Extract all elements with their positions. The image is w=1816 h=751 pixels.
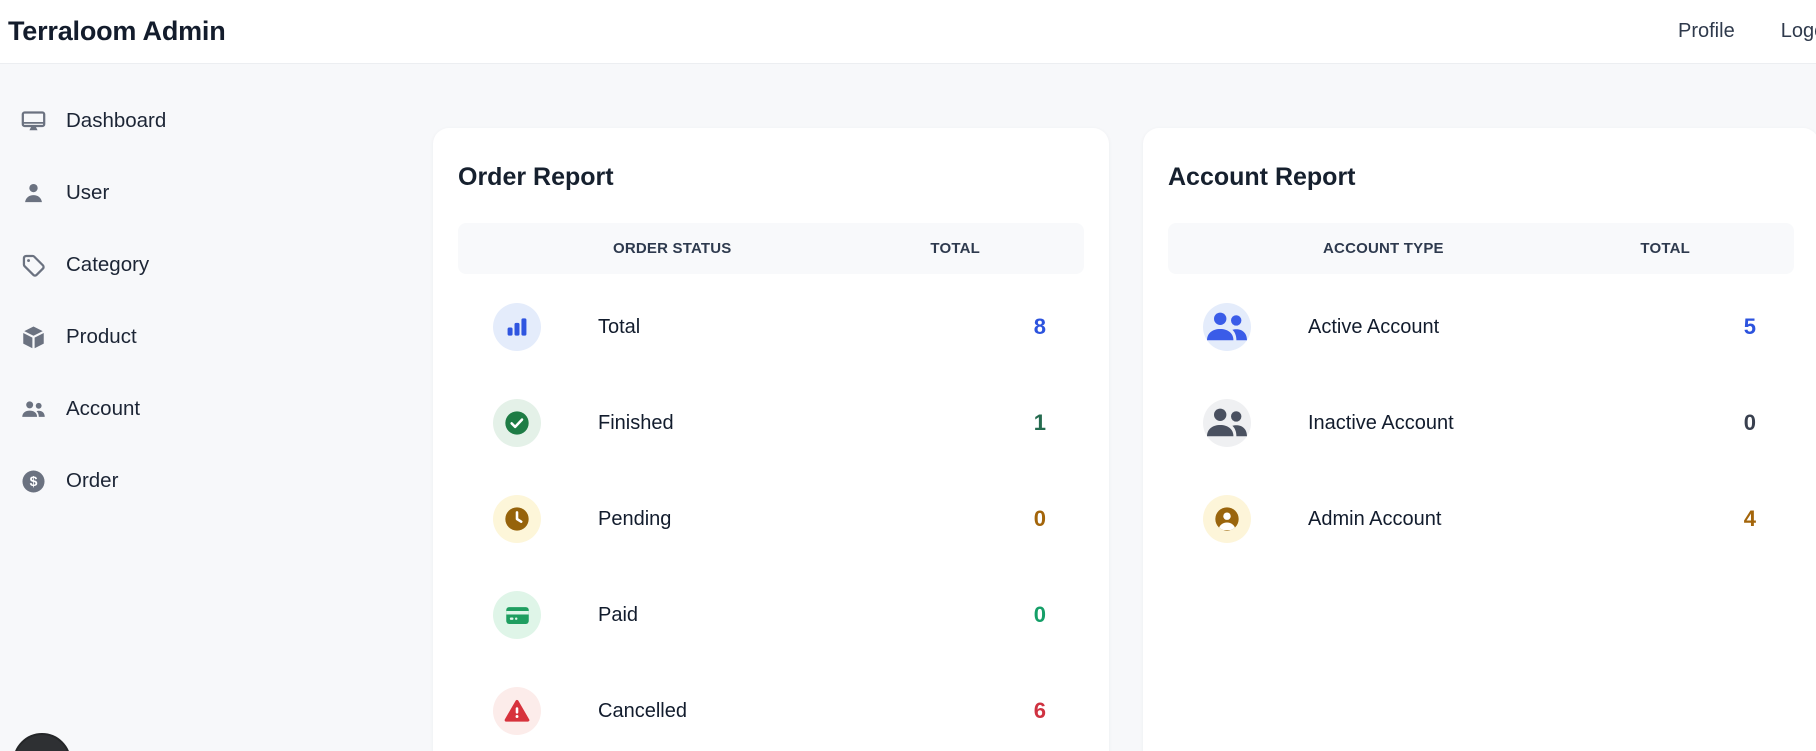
table-row: Active Account 5: [1168, 279, 1794, 375]
top-nav: Profile Logout: [1678, 0, 1816, 63]
row-value: 1: [1033, 410, 1046, 435]
row-label: Paid: [598, 603, 639, 626]
row-label: Inactive Account: [1308, 411, 1454, 434]
profile-link[interactable]: Profile: [1678, 20, 1735, 42]
row-value: 4: [1743, 506, 1756, 531]
check-circle-icon: [493, 399, 541, 447]
sidebar-item-order[interactable]: $ Order: [0, 445, 380, 517]
bar-chart-icon: [493, 303, 541, 351]
column-header-account-type: ACCOUNT TYPE: [1323, 240, 1444, 257]
sidebar-item-dashboard[interactable]: Dashboard: [0, 85, 380, 157]
table-row: Total 8: [458, 279, 1084, 375]
column-header-order-status: ORDER STATUS: [613, 240, 732, 257]
order-table-rows: Total 8 Finished 1 Pending 0 Paid 0 Canc…: [458, 279, 1084, 751]
tag-icon: [20, 252, 47, 279]
svg-text:$: $: [30, 473, 38, 489]
row-label: Total: [598, 315, 641, 338]
table-row: Admin Account 4: [1168, 471, 1794, 567]
account-report-card: Account Report ACCOUNT TYPE TOTAL Active…: [1143, 128, 1816, 751]
row-label: Pending: [598, 507, 672, 530]
logout-link[interactable]: Logout: [1780, 20, 1816, 42]
row-value: 6: [1033, 698, 1046, 723]
sidebar-item-category[interactable]: Category: [0, 229, 380, 301]
person-icon: [20, 180, 47, 207]
order-report-title: Order Report: [458, 163, 614, 191]
cube-icon: [20, 324, 47, 351]
app-title: Terraloom Admin: [8, 16, 226, 46]
people-icon: [1203, 303, 1251, 351]
account-report-title: Account Report: [1168, 163, 1356, 191]
column-header-total: TOTAL: [1640, 240, 1690, 257]
table-row: Paid 0: [458, 567, 1084, 663]
account-table-rows: Active Account 5 Inactive Account 0 Admi…: [1168, 279, 1794, 567]
row-label: Cancelled: [598, 699, 687, 722]
row-value: 0: [1033, 602, 1046, 627]
sidebar-item-product[interactable]: Product: [0, 301, 380, 373]
row-value: 8: [1033, 314, 1046, 339]
table-row: Cancelled 6: [458, 663, 1084, 751]
people-icon: [1203, 399, 1251, 447]
floating-action-button[interactable]: [13, 733, 71, 751]
dollar-circle-icon: $: [20, 468, 47, 495]
warning-triangle-icon: [493, 687, 541, 735]
table-row: Inactive Account 0: [1168, 375, 1794, 471]
row-value: 5: [1743, 314, 1756, 339]
account-table-header: ACCOUNT TYPE TOTAL: [1168, 223, 1794, 274]
row-label: Admin Account: [1308, 507, 1442, 530]
row-value: 0: [1743, 410, 1756, 435]
table-row: Finished 1: [458, 375, 1084, 471]
monitor-icon: [20, 108, 47, 135]
table-row: Pending 0: [458, 471, 1084, 567]
person-circle-icon: [1203, 495, 1251, 543]
row-label: Finished: [598, 411, 674, 434]
order-table-header: ORDER STATUS TOTAL: [458, 223, 1084, 274]
sidebar-item-user[interactable]: User: [0, 157, 380, 229]
sidebar-item-account[interactable]: Account: [0, 373, 380, 445]
top-bar: Terraloom Admin Profile Logout: [0, 0, 1816, 64]
order-report-card: Order Report ORDER STATUS TOTAL Total 8 …: [433, 128, 1109, 751]
row-value: 0: [1033, 506, 1046, 531]
sidebar: Dashboard User Category Product Account …: [0, 85, 380, 517]
people-icon: [20, 396, 47, 423]
column-header-total: TOTAL: [930, 240, 980, 257]
clock-icon: [493, 495, 541, 543]
credit-card-icon: [493, 591, 541, 639]
row-label: Active Account: [1308, 315, 1440, 338]
